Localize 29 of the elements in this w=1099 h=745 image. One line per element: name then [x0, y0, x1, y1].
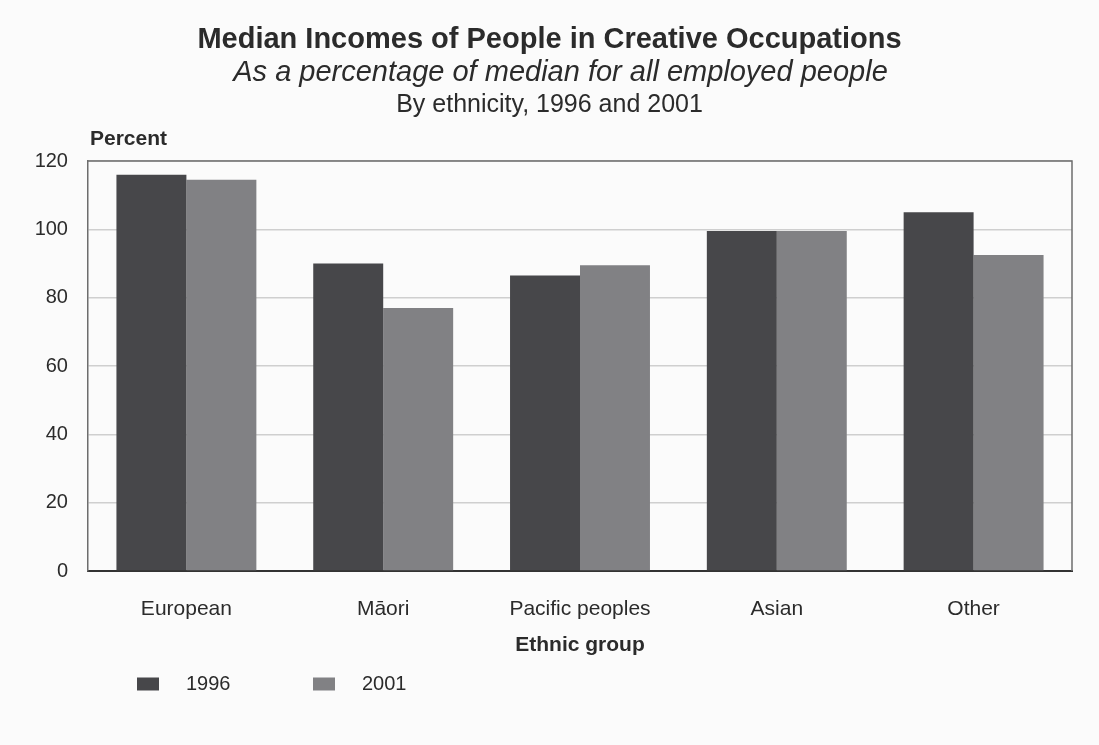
y-tick-label: 20	[45, 490, 68, 513]
bar	[510, 275, 580, 571]
x-tick-label: European	[140, 596, 232, 620]
text: By ethnicity, 1996 and 2001	[396, 88, 703, 117]
chart-title: Median Incomes of People in Creative Occupations	[197, 22, 902, 54]
bar	[706, 231, 777, 571]
bar	[186, 179, 257, 571]
bar	[903, 212, 974, 571]
y-tick-label: 120	[34, 148, 68, 171]
y-tick-label: 0	[56, 558, 68, 581]
x-tick-label: Other	[947, 596, 1000, 620]
legend-label: 1996	[186, 671, 231, 694]
y-axis-title: Percent	[90, 125, 168, 149]
x-tick-label: Asian	[750, 596, 804, 620]
bar	[313, 263, 384, 571]
bar	[383, 307, 454, 571]
bar	[580, 265, 650, 571]
y-tick-label: 100	[34, 216, 68, 239]
legend-label: 2001	[362, 671, 407, 694]
y-tick-label: 80	[45, 285, 68, 308]
y-tick-label: 60	[45, 353, 68, 376]
x-axis-title: Ethnic group	[515, 631, 645, 655]
bar	[973, 254, 1044, 571]
bar	[776, 231, 847, 571]
chart-subtitle: As a percentage of median for all employed people	[231, 55, 888, 88]
y-tick-label: 40	[45, 421, 68, 444]
x-tick-label: Pacific peoples	[509, 596, 651, 620]
x-tick-label: Māori	[356, 596, 410, 620]
bar	[116, 174, 187, 571]
